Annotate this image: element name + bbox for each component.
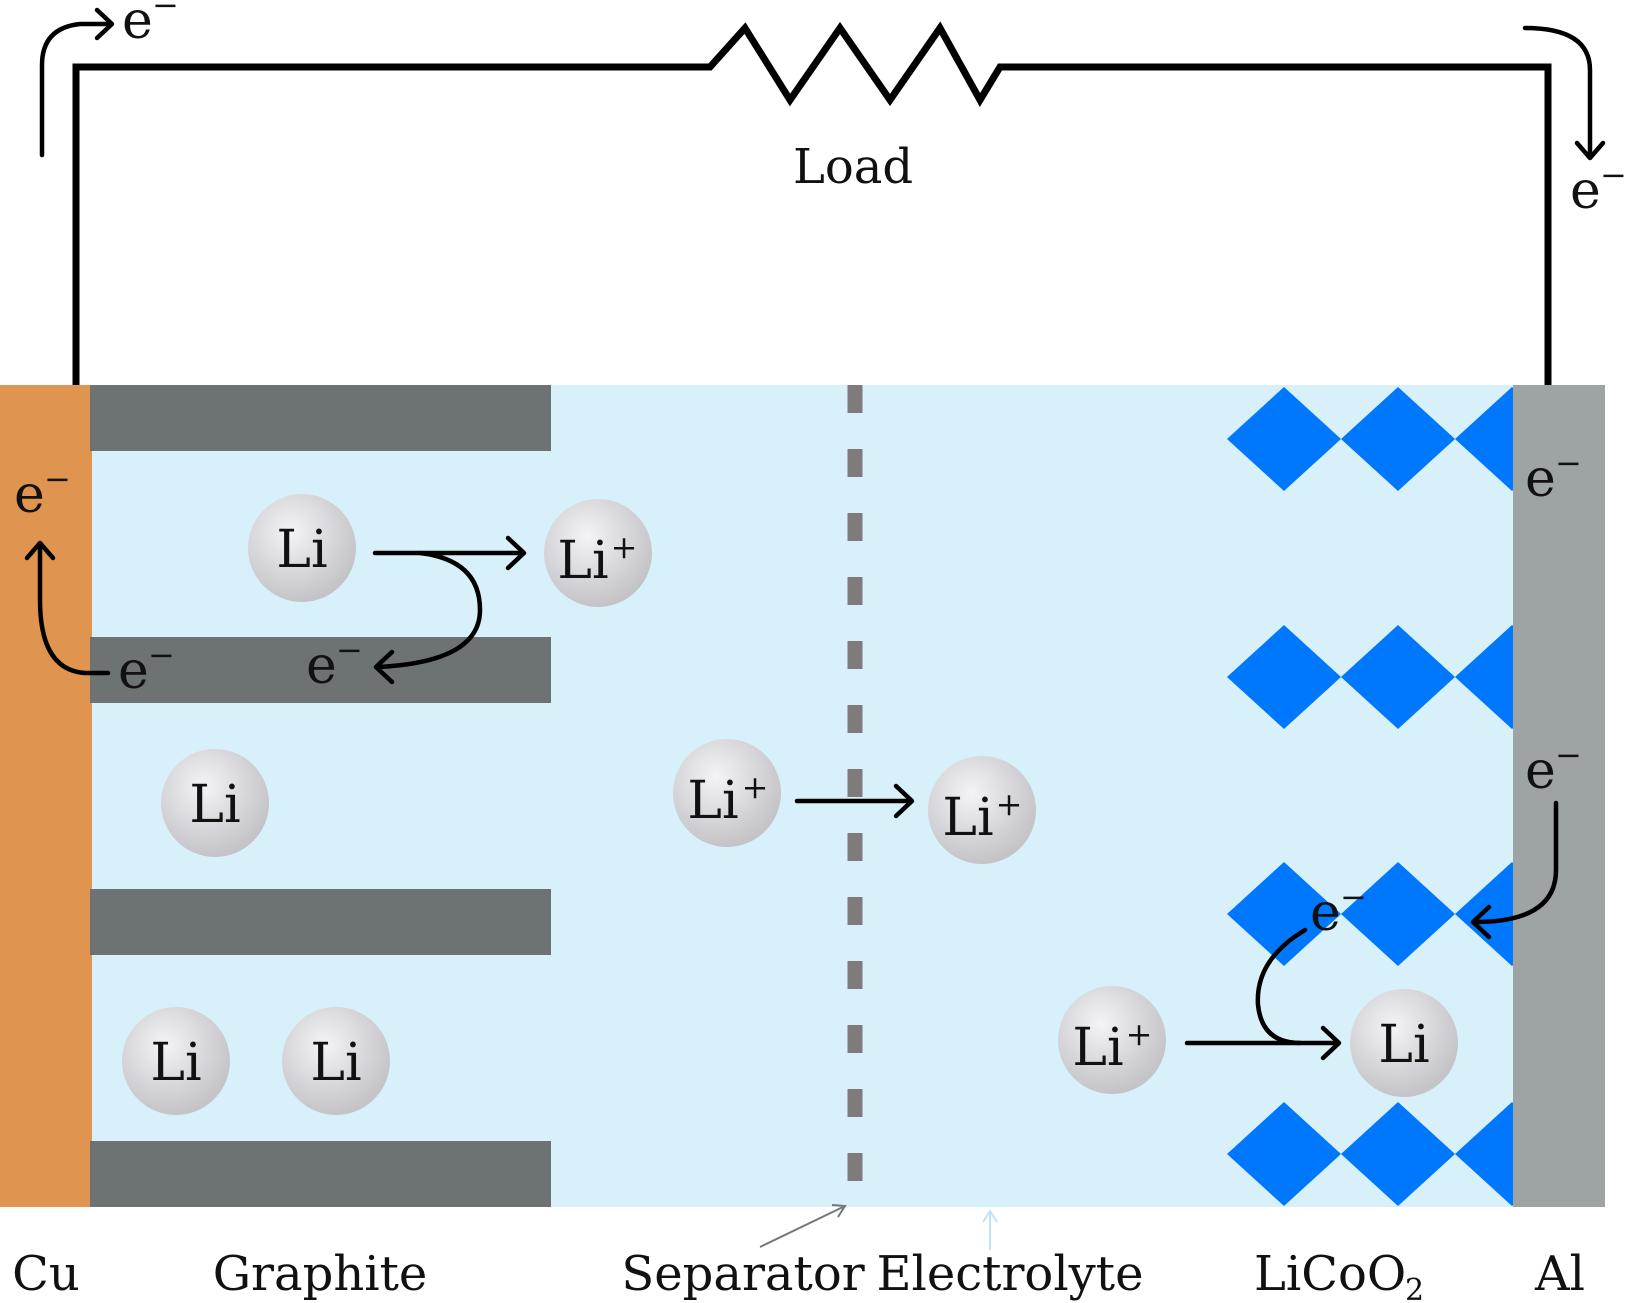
electron-symbol: e (118, 641, 149, 701)
licoo2-diamond (1227, 862, 1341, 966)
graphite-label: Graphite (213, 1246, 428, 1302)
licoo2-diamond (1341, 1102, 1455, 1206)
graphite-layer (90, 889, 551, 955)
electron-label: e − (1525, 736, 1582, 801)
graphite-layer (90, 1141, 551, 1207)
oxidation-arrow-head (505, 535, 527, 571)
li-atom-label: Li (150, 1033, 201, 1093)
electron-charge: − (1555, 736, 1582, 774)
electron-symbol: e (306, 636, 337, 696)
li-ion-label: Li (557, 531, 608, 591)
graphite-layer (90, 637, 551, 703)
li-atom-label: Li (310, 1033, 361, 1093)
licoo2-diamond (1227, 1102, 1341, 1206)
li-atom: Li (1350, 989, 1458, 1097)
electron-label: e − (118, 636, 175, 701)
li-ion: Li + (544, 499, 652, 607)
electron-in-arrow-head (1574, 140, 1606, 161)
electron-charge: − (1340, 878, 1367, 916)
li-atom: Li (248, 494, 356, 602)
electron-label: e − (122, 0, 179, 51)
anode-electron-arrow-head (24, 540, 56, 561)
licoo2-diamond (1341, 862, 1455, 966)
li-atom: Li (282, 1007, 390, 1115)
separator-leader-head (831, 1204, 847, 1218)
separator-label: Separator (621, 1246, 864, 1302)
electron-charge: − (1555, 444, 1582, 482)
copper-collector (0, 385, 92, 1207)
oxidation-electron-arrow-head (373, 649, 395, 685)
aluminum-collector-front (1513, 385, 1605, 1207)
electron-symbol: e (1310, 883, 1341, 943)
li-ion: Li + (673, 739, 781, 847)
licoo2-diamond (1227, 625, 1341, 729)
electron-label: e − (14, 460, 71, 525)
electron-in-arrow (1522, 25, 1593, 158)
anode-electron-arrow (37, 542, 111, 676)
li-ion-label: Li (687, 771, 738, 831)
licoo2-label-subscript: 2 (1405, 1273, 1424, 1303)
electron-label: e − (1570, 156, 1627, 221)
load-label: Load (793, 139, 913, 195)
li-atom: Li (122, 1007, 230, 1115)
electron-out-arrow (39, 21, 113, 158)
li-ion-label: Li (942, 788, 993, 848)
electron-symbol: e (1570, 161, 1601, 221)
li-ion-label: Li (1072, 1018, 1123, 1078)
li-ion-charge: + (1126, 1015, 1153, 1053)
licoo2-label-main: LiCoO (1254, 1246, 1406, 1302)
li-ion-charge: + (611, 528, 638, 566)
li-atom-label: Li (189, 775, 240, 835)
electrolyte-label: Electrolyte (877, 1246, 1144, 1302)
reduction-arrow-head (1320, 1025, 1342, 1061)
external-circuit-wire (72, 21, 1552, 385)
oxidation-electron-arrow (375, 550, 483, 670)
electron-label: e − (1310, 878, 1367, 943)
li-atom-label: Li (276, 520, 327, 580)
electron-label: e − (306, 631, 363, 696)
licoo2-diamond (1341, 387, 1455, 491)
li-ion-charge: + (996, 785, 1023, 823)
licoo2-diamond (1227, 387, 1341, 491)
separator-leader (759, 1206, 844, 1248)
aluminum-label: Al (1534, 1246, 1585, 1302)
electron-charge: − (152, 0, 179, 24)
li-ion: Li + (1058, 986, 1166, 1094)
graphite-layer (90, 385, 551, 451)
electron-symbol: e (122, 0, 153, 51)
licoo2-label: LiCoO 2 (1254, 1246, 1424, 1303)
li-atom-label: Li (1378, 1015, 1429, 1075)
reduction-electron-arrow (1255, 927, 1308, 1046)
electron-symbol: e (1525, 449, 1556, 509)
li-ion-charge: + (742, 768, 769, 806)
electron-symbol: e (1525, 741, 1556, 801)
electron-symbol: e (14, 465, 45, 525)
cathode-electron-arrow (1472, 800, 1559, 925)
electron-label: e − (1525, 444, 1582, 509)
electrolyte-leader-head (982, 1209, 998, 1223)
copper-label: Cu (12, 1246, 80, 1302)
licoo2-diamond (1341, 625, 1455, 729)
ion-transport-arrow-head (893, 783, 915, 819)
cathode-electron-arrow-head (1470, 904, 1492, 940)
electron-charge: − (148, 636, 175, 674)
li-ion: Li + (928, 756, 1036, 864)
electron-charge: − (44, 460, 71, 498)
graphite-anode (90, 385, 551, 1207)
li-atom: Li (161, 749, 269, 857)
electron-charge: − (336, 631, 363, 669)
electron-charge: − (1600, 156, 1627, 194)
electron-out-arrow-head (94, 7, 115, 41)
